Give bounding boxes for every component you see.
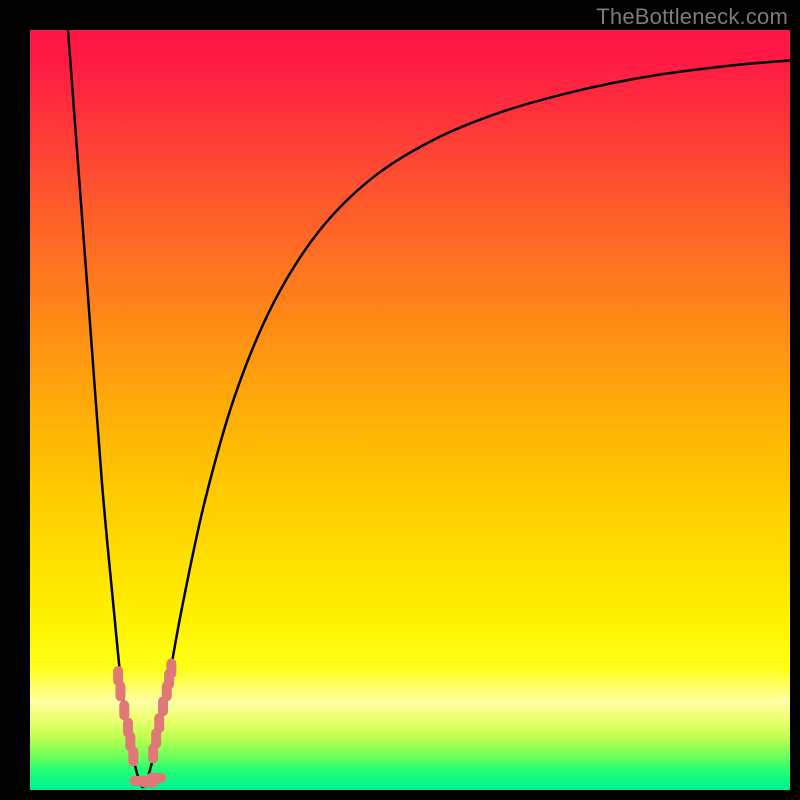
watermark-text: TheBottleneck.com	[596, 4, 788, 30]
data-marker	[128, 747, 138, 767]
plot-area	[30, 30, 790, 790]
data-markers	[113, 658, 176, 787]
data-marker	[166, 658, 176, 678]
data-marker	[115, 681, 125, 701]
data-marker	[119, 700, 129, 720]
chart-root: TheBottleneck.com	[0, 0, 800, 800]
overlay-svg	[30, 30, 790, 790]
data-marker	[146, 773, 166, 783]
